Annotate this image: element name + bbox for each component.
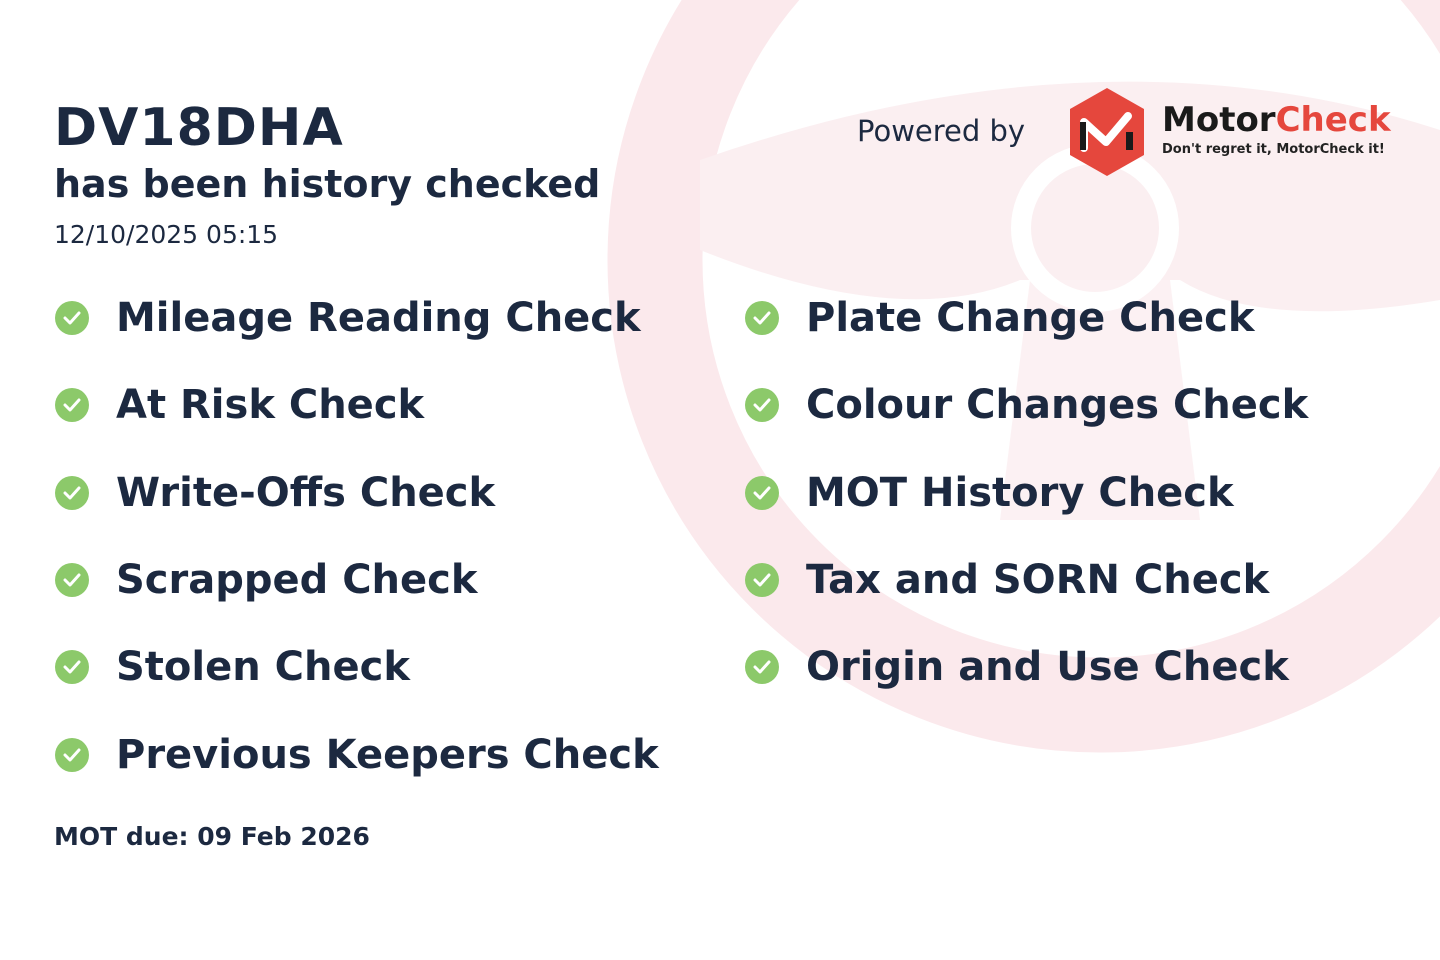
- check-label: Tax and SORN Check: [806, 556, 1270, 603]
- check-label: Stolen Check: [116, 644, 410, 691]
- check-label: Mileage Reading Check: [116, 295, 641, 341]
- mot-due: MOT due: 09 Feb 2026: [54, 822, 370, 851]
- check-label: Previous Keepers Check: [116, 731, 659, 778]
- powered-by-label: Powered by: [857, 114, 1026, 148]
- check-circle-icon: [745, 475, 779, 510]
- check-circle-icon: [745, 650, 779, 685]
- brand-name: MotorCheck: [1162, 100, 1391, 140]
- brand-tagline: Don't regret it, MotorCheck it!: [1162, 142, 1385, 157]
- check-item: Tax and SORN Check: [745, 557, 1269, 603]
- check-item: Write-Offs Check: [55, 470, 495, 516]
- plate-number: DV18DHA: [54, 98, 344, 158]
- check-circle-icon: [55, 475, 89, 510]
- check-circle-icon: [55, 388, 89, 423]
- check-label: MOT History Check: [806, 469, 1234, 516]
- subtitle: has been history checked: [54, 162, 601, 206]
- check-circle-icon: [745, 388, 779, 423]
- check-label: Plate Change Check: [806, 295, 1255, 341]
- check-circle-icon: [55, 562, 89, 597]
- check-datetime: 12/10/2025 05:15: [54, 220, 279, 249]
- brand-part1: Motor: [1162, 100, 1276, 140]
- check-label: Colour Changes Check: [806, 382, 1309, 429]
- check-item: Previous Keepers Check: [55, 732, 659, 778]
- motorcheck-hexagon-icon: [1070, 88, 1144, 176]
- check-circle-icon: [55, 737, 89, 772]
- brand-part2: Check: [1275, 100, 1391, 140]
- check-item: At Risk Check: [55, 382, 424, 428]
- motorcheck-logo: MotorCheck Don't regret it, MotorCheck i…: [1066, 86, 1396, 178]
- check-item: Scrapped Check: [55, 557, 477, 603]
- check-label: Scrapped Check: [116, 556, 478, 603]
- check-item: MOT History Check: [745, 470, 1234, 516]
- check-item: Plate Change Check: [745, 295, 1254, 341]
- check-circle-icon: [55, 650, 89, 685]
- check-item: Origin and Use Check: [745, 644, 1289, 690]
- check-label: Write-Offs Check: [116, 469, 496, 516]
- check-item: Colour Changes Check: [745, 382, 1308, 428]
- check-circle-icon: [745, 562, 779, 597]
- check-circle-icon: [745, 301, 779, 335]
- check-circle-icon: [55, 301, 89, 335]
- check-label: At Risk Check: [116, 382, 425, 429]
- check-label: Origin and Use Check: [806, 644, 1289, 691]
- check-item: Mileage Reading Check: [55, 295, 641, 341]
- check-item: Stolen Check: [55, 644, 410, 690]
